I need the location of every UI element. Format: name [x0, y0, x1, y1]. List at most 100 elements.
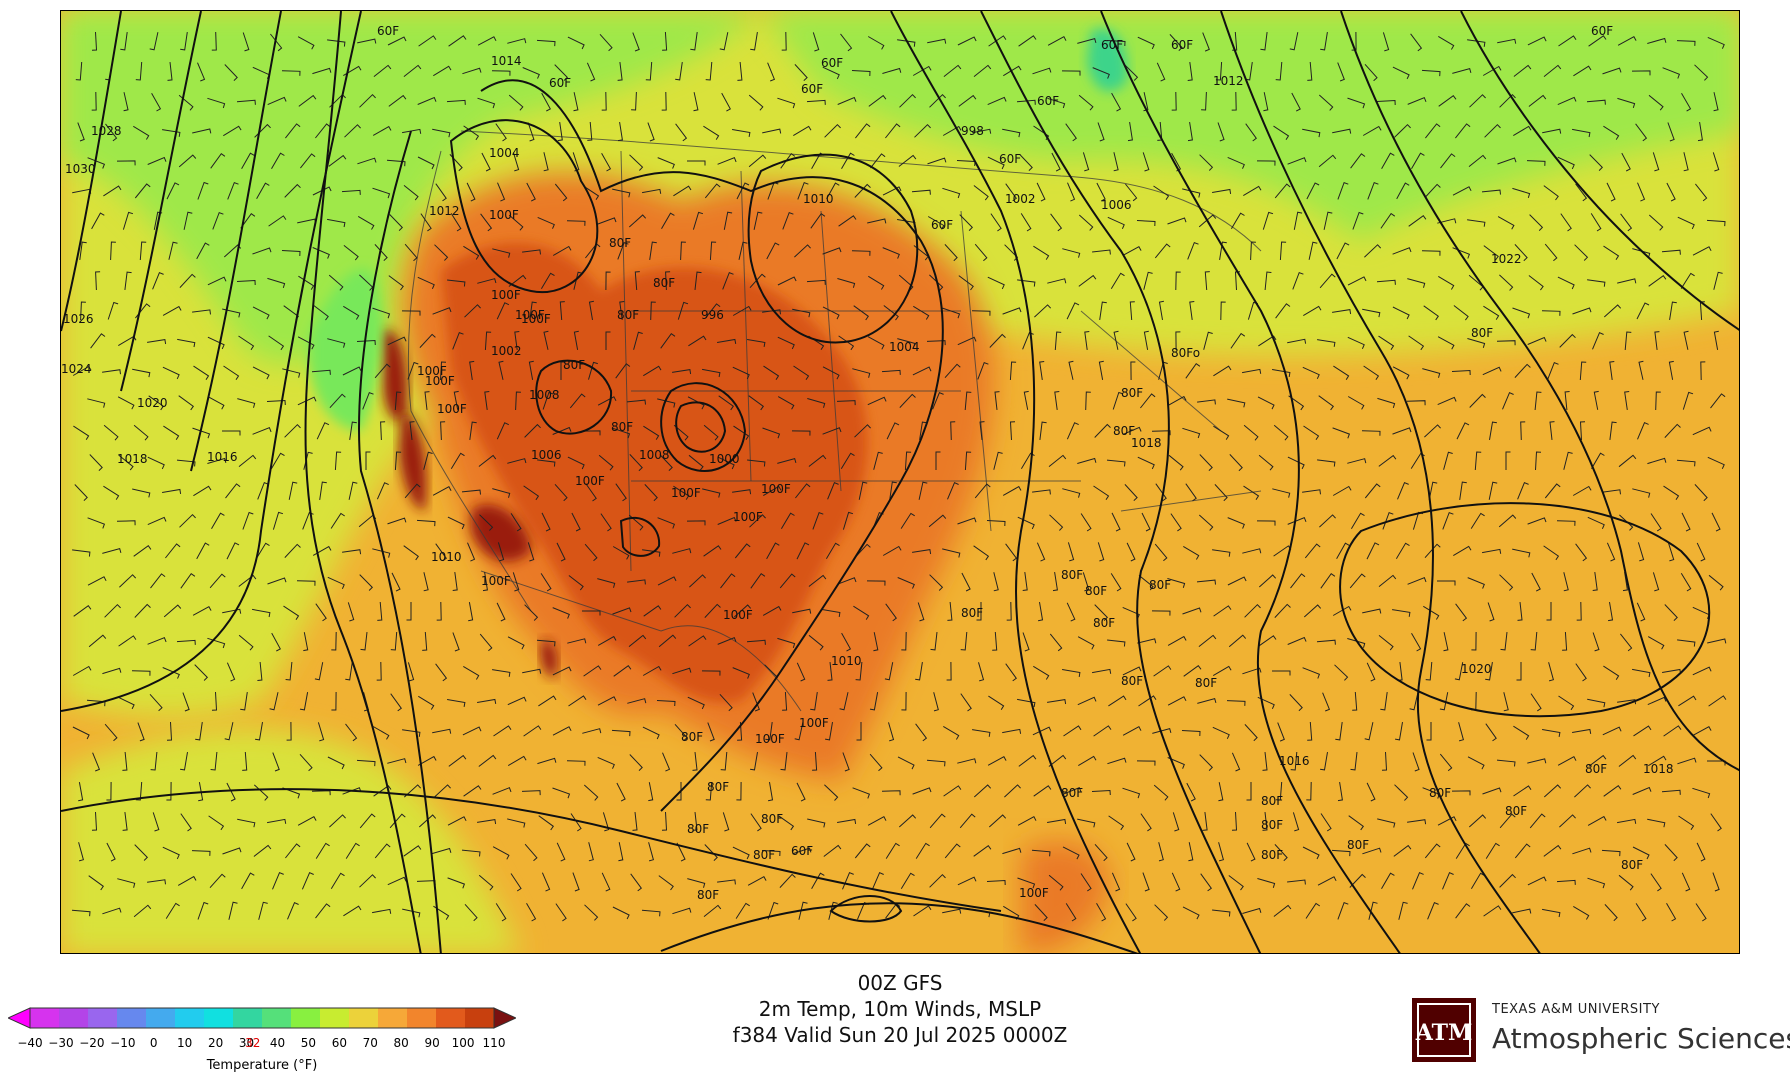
- wind-barb: [1546, 602, 1552, 621]
- wind-barb: [543, 330, 549, 350]
- wind-barb: [180, 573, 196, 589]
- wind-barb: [957, 36, 977, 46]
- wind-barb: [881, 369, 901, 375]
- wind-barb: [1392, 66, 1410, 80]
- wind-barb: [1348, 815, 1364, 831]
- isobar-21: [829, 895, 903, 923]
- wind-barb: [1496, 340, 1516, 346]
- wind-barb: [647, 122, 655, 142]
- wind-barb: [1700, 361, 1706, 381]
- temp-label-100: 100F: [489, 208, 519, 222]
- wind-barb: [480, 213, 493, 232]
- wind-barb: [1320, 752, 1328, 771]
- wind-barb: [689, 574, 706, 588]
- wind-barb: [927, 38, 947, 44]
- wind-barb: [650, 301, 656, 321]
- wind-barb: [1107, 216, 1125, 230]
- colorbar-tick-label: 20: [207, 1036, 224, 1050]
- wind-barb: [1696, 842, 1706, 862]
- wind-barb: [873, 632, 879, 652]
- isobar-label: 1016: [207, 450, 238, 464]
- wind-barb: [987, 156, 1005, 170]
- wind-barb: [1347, 458, 1367, 464]
- wind-barb: [1320, 573, 1336, 589]
- wind-barb: [882, 247, 900, 259]
- wind-barb: [735, 902, 750, 919]
- wind-barb: [297, 396, 317, 406]
- colorbar-tick-label: −10: [110, 1036, 136, 1050]
- colorbar-segment: [436, 1008, 466, 1028]
- wind-barb: [943, 785, 962, 797]
- wind-barb: [1635, 123, 1648, 142]
- wind-barb: [1428, 481, 1438, 500]
- wind-barb: [1407, 819, 1427, 825]
- wind-barb: [688, 635, 707, 647]
- wind-barb: [841, 152, 855, 170]
- isobar-label: 1012: [429, 204, 460, 218]
- wind-barb: [974, 483, 991, 499]
- wind-barb: [88, 634, 107, 648]
- wind-barb: [1601, 849, 1621, 857]
- temp-label-80: 80Fo: [1171, 346, 1200, 360]
- isobar-15: [1100, 11, 1401, 953]
- wind-barb: [1062, 846, 1080, 860]
- university-name: TEXAS A&M UNIVERSITY: [1492, 1002, 1660, 1017]
- wind-barb: [584, 904, 599, 921]
- wind-barb: [867, 336, 885, 350]
- wind-barb: [657, 398, 676, 408]
- wind-barb: [207, 336, 225, 350]
- wind-barb: [1124, 64, 1139, 81]
- wind-barb: [1113, 152, 1119, 172]
- wind-barb: [1497, 216, 1515, 230]
- wind-barb: [1587, 877, 1606, 889]
- wind-barb: [1017, 877, 1036, 889]
- wind-barb: [761, 850, 781, 857]
- wind-barb: [1009, 421, 1016, 441]
- wind-barb: [541, 872, 551, 892]
- wind-barb: [1005, 183, 1017, 202]
- wind-barb: [822, 247, 842, 255]
- wind-barb: [912, 787, 932, 795]
- wind-barb: [477, 36, 497, 46]
- wind-barb: [1199, 754, 1214, 771]
- wind-barb: [1376, 99, 1396, 106]
- wind-barb: [871, 872, 884, 890]
- wind-barb: [1443, 632, 1449, 652]
- temp-label-60: 60F: [999, 152, 1021, 166]
- wind-barb: [1110, 272, 1125, 289]
- wind-barb: [944, 363, 961, 379]
- isobar-19: [1339, 502, 1711, 718]
- wind-barb: [1603, 245, 1620, 260]
- wind-barb: [763, 485, 782, 497]
- wind-barb: [528, 360, 534, 380]
- wind-barb: [827, 662, 833, 681]
- wind-barb: [222, 608, 242, 614]
- wind-barb: [748, 154, 767, 168]
- wind-barb: [1275, 61, 1283, 81]
- wind-barb: [794, 64, 808, 81]
- wind-barb: [1243, 185, 1262, 197]
- wind-barb: [1032, 489, 1051, 495]
- wind-barb: [709, 241, 717, 261]
- wind-barb: [615, 363, 631, 379]
- wind-barb: [582, 610, 601, 616]
- wind-barb: [197, 62, 206, 82]
- wind-barb: [1033, 245, 1050, 260]
- wind-barb: [929, 873, 946, 888]
- wind-barb: [1110, 573, 1122, 592]
- wind-barb: [1263, 92, 1269, 112]
- wind-barb: [619, 301, 625, 320]
- wind-barb: [313, 305, 329, 321]
- wind-barb: [1306, 781, 1312, 801]
- wind-barb: [1167, 578, 1186, 588]
- wind-barb: [1065, 903, 1077, 922]
- wind-barb: [207, 276, 227, 286]
- wind-barb: [1692, 426, 1712, 436]
- wind-barb: [389, 813, 406, 829]
- wind-barb: [1351, 31, 1357, 51]
- wind-barb: [762, 128, 782, 134]
- wind-barb: [386, 159, 406, 167]
- wind-barb: [362, 391, 374, 410]
- isobar-18: [1460, 11, 1739, 331]
- wind-barb: [617, 62, 623, 81]
